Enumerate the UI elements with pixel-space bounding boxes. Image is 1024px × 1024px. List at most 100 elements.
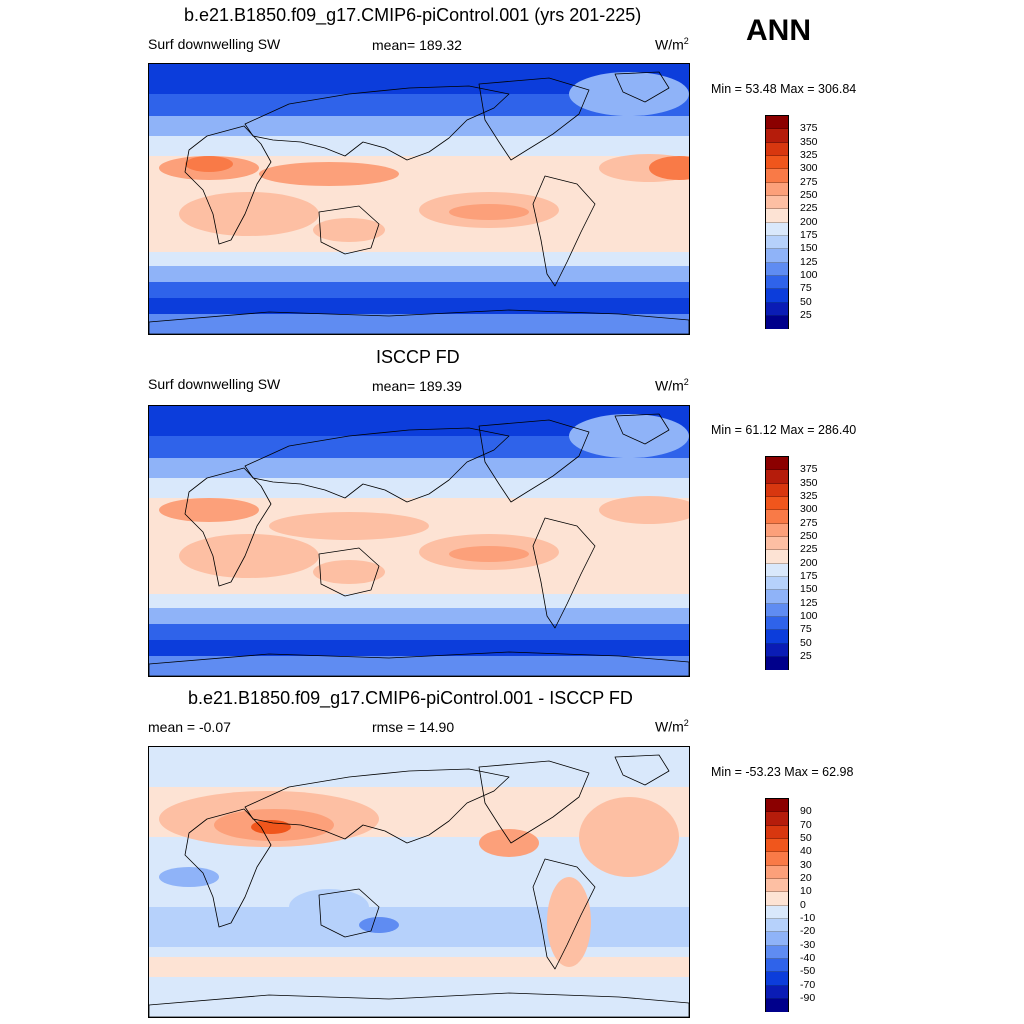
colorbar-box	[766, 998, 788, 1013]
colorbar-tick-label: 200	[800, 215, 818, 228]
colorbar-box	[766, 195, 788, 210]
panel-1-map	[148, 63, 690, 335]
panel-3-map	[148, 746, 690, 1018]
colorbar-box	[766, 116, 788, 130]
colorbar-tick-label: 150	[800, 583, 818, 596]
colorbar-tick-label: 90	[800, 805, 812, 818]
panel-1-minmax: Min = 53.48 Max = 306.84	[711, 82, 857, 96]
colorbar-box	[766, 249, 788, 263]
colorbar-box	[766, 958, 788, 973]
panel-3-colorbar	[765, 798, 789, 1013]
colorbar-tick-label: 250	[800, 188, 818, 201]
colorbar-box	[766, 643, 788, 657]
panel-2-units: W/m2	[655, 377, 689, 394]
colorbar-box	[766, 852, 788, 866]
colorbar-box	[766, 905, 788, 919]
colorbar-tick-label: -90	[800, 991, 816, 1004]
colorbar-tick-label: 75	[800, 623, 812, 636]
colorbar-tick-label: 350	[800, 135, 818, 148]
colorbar-box	[766, 865, 788, 879]
colorbar-box	[766, 142, 788, 156]
colorbar-tick-label: 275	[800, 516, 818, 529]
colorbar-tick-label: 100	[800, 609, 818, 622]
colorbar-box	[766, 563, 788, 577]
colorbar-tick-label: -40	[800, 951, 816, 964]
panel-1-units: W/m2	[655, 36, 689, 53]
colorbar-box	[766, 616, 788, 631]
colorbar-tick-label: 250	[800, 529, 818, 542]
colorbar-tick-label: 375	[800, 463, 818, 476]
colorbar-tick-label: 10	[800, 885, 812, 898]
colorbar-tick-label: 25	[800, 308, 812, 321]
colorbar-box	[766, 825, 788, 839]
colorbar-box	[766, 483, 788, 497]
colorbar-box	[766, 235, 788, 250]
colorbar-tick-label: 175	[800, 569, 818, 582]
colorbar-box	[766, 169, 788, 183]
panel-2-mean-label: mean= 189.39	[372, 378, 462, 394]
colorbar-box	[766, 590, 788, 604]
panel-1-mean-label: mean= 189.32	[372, 37, 462, 53]
panel-2-minmax: Min = 61.12 Max = 286.40	[711, 423, 857, 437]
colorbar-tick-label: 325	[800, 489, 818, 502]
colorbar-box	[766, 209, 788, 223]
colorbar-box	[766, 289, 788, 303]
colorbar-box	[766, 470, 788, 484]
colorbar-box	[766, 945, 788, 959]
colorbar-tick-label: -30	[800, 938, 816, 951]
colorbar-tick-label: -50	[800, 965, 816, 978]
colorbar-tick-label: 175	[800, 228, 818, 241]
colorbar-box	[766, 496, 788, 511]
colorbar-box	[766, 302, 788, 316]
colorbar-tick-label: 75	[800, 282, 812, 295]
colorbar-box	[766, 262, 788, 276]
colorbar-box	[766, 603, 788, 617]
colorbar-box	[766, 892, 788, 906]
colorbar-box	[766, 129, 788, 143]
colorbar-tick-label: 375	[800, 122, 818, 135]
colorbar-box	[766, 222, 788, 236]
panel-1-colorbar	[765, 115, 789, 330]
panel-3-rmse-label: rmse = 14.90	[372, 719, 455, 735]
panel-3-mean-label: mean = -0.07	[148, 719, 231, 735]
colorbar-tick-label: 300	[800, 162, 818, 175]
colorbar-tick-label: 70	[800, 818, 812, 831]
colorbar-tick-label: 325	[800, 148, 818, 161]
colorbar-box	[766, 838, 788, 853]
colorbar-tick-label: 300	[800, 503, 818, 516]
colorbar-box	[766, 878, 788, 893]
panel-1-variable-label: Surf downwelling SW	[148, 36, 281, 52]
colorbar-tick-label: 20	[800, 871, 812, 884]
colorbar-tick-label: 0	[800, 898, 806, 911]
panel-2-title: ISCCP FD	[376, 347, 460, 367]
colorbar-box	[766, 275, 788, 290]
colorbar-tick-label: 50	[800, 295, 812, 308]
season-label: ANN	[746, 14, 811, 47]
colorbar-box	[766, 523, 788, 537]
colorbar-tick-label: -70	[800, 978, 816, 991]
colorbar-tick-label: 275	[800, 175, 818, 188]
colorbar-tick-label: 125	[800, 596, 818, 609]
colorbar-box	[766, 985, 788, 999]
colorbar-box	[766, 656, 788, 671]
panel-2-map	[148, 405, 690, 677]
colorbar-box	[766, 918, 788, 933]
colorbar-tick-label: 150	[800, 242, 818, 255]
colorbar-box	[766, 182, 788, 196]
colorbar-box	[766, 630, 788, 644]
panel-3-units: W/m2	[655, 718, 689, 735]
colorbar-tick-label: 225	[800, 202, 818, 215]
colorbar-tick-label: 350	[800, 476, 818, 489]
colorbar-box	[766, 576, 788, 591]
colorbar-tick-label: 30	[800, 858, 812, 871]
colorbar-box	[766, 315, 788, 330]
colorbar-tick-label: 125	[800, 255, 818, 268]
panel-3-title: b.e21.B1850.f09_g17.CMIP6-piControl.001 …	[188, 688, 633, 708]
colorbar-tick-label: -20	[800, 925, 816, 938]
colorbar-box	[766, 799, 788, 813]
colorbar-box	[766, 155, 788, 170]
panel-2-variable-label: Surf downwelling SW	[148, 376, 281, 392]
colorbar-box	[766, 932, 788, 946]
colorbar-tick-label: 225	[800, 543, 818, 556]
colorbar-box	[766, 972, 788, 986]
